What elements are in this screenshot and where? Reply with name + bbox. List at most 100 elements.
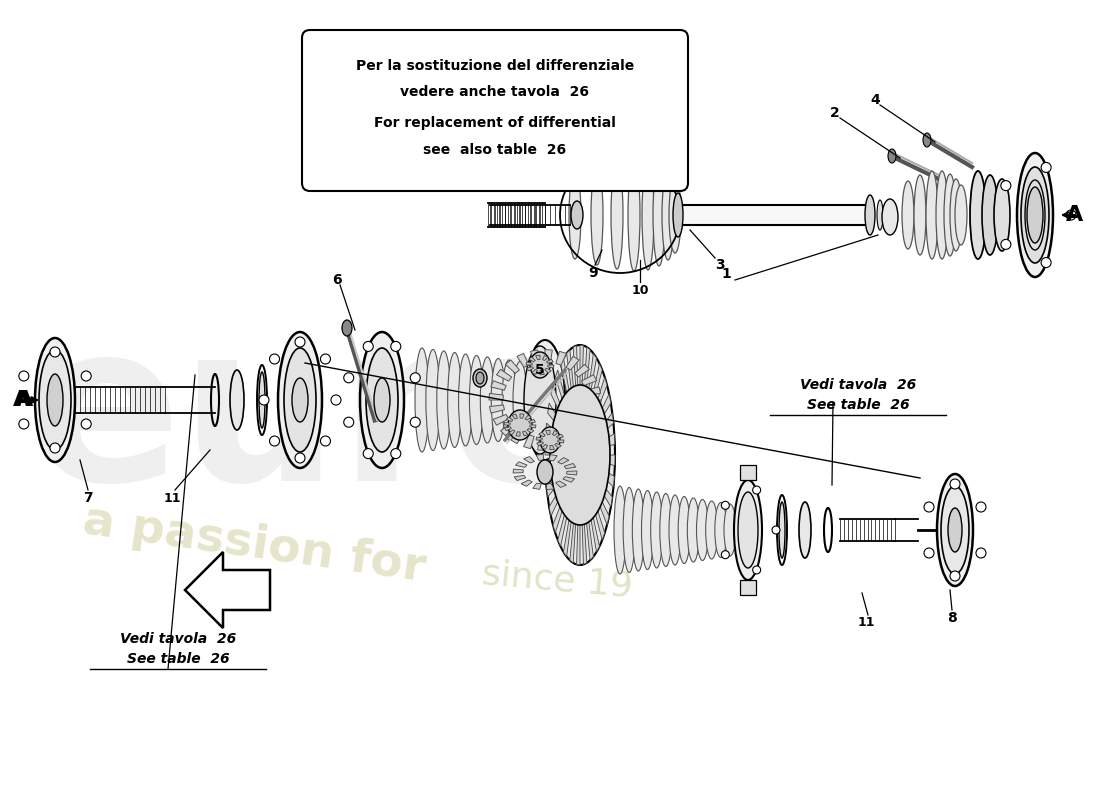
Ellipse shape <box>415 348 429 452</box>
Polygon shape <box>542 445 548 450</box>
Ellipse shape <box>660 494 672 566</box>
Ellipse shape <box>779 502 785 558</box>
Ellipse shape <box>550 385 610 525</box>
Polygon shape <box>585 387 601 395</box>
Ellipse shape <box>982 175 998 255</box>
Text: 4: 4 <box>870 93 880 107</box>
Ellipse shape <box>673 193 683 237</box>
Text: See table  26: See table 26 <box>126 652 229 666</box>
Polygon shape <box>566 356 579 370</box>
Polygon shape <box>530 425 536 428</box>
Ellipse shape <box>610 161 623 269</box>
Ellipse shape <box>669 177 681 253</box>
Polygon shape <box>544 368 551 373</box>
Ellipse shape <box>35 338 75 462</box>
Ellipse shape <box>706 501 717 559</box>
Polygon shape <box>546 430 550 434</box>
Ellipse shape <box>459 354 473 446</box>
Text: 5: 5 <box>535 363 544 377</box>
Ellipse shape <box>544 345 615 565</box>
Polygon shape <box>598 394 611 422</box>
Ellipse shape <box>940 486 969 574</box>
Bar <box>678 205 870 225</box>
Polygon shape <box>522 431 528 436</box>
Text: For replacement of differential: For replacement of differential <box>374 115 616 130</box>
Polygon shape <box>516 462 527 467</box>
Ellipse shape <box>937 474 974 586</box>
Polygon shape <box>547 484 554 490</box>
Text: 11: 11 <box>857 615 874 629</box>
Polygon shape <box>576 525 580 565</box>
Polygon shape <box>551 386 563 416</box>
Ellipse shape <box>1018 153 1053 277</box>
Polygon shape <box>556 351 566 365</box>
Polygon shape <box>548 365 554 368</box>
Ellipse shape <box>734 480 762 580</box>
Polygon shape <box>554 443 561 448</box>
Polygon shape <box>544 444 558 455</box>
Text: 10: 10 <box>631 283 649 297</box>
Polygon shape <box>558 509 568 546</box>
Ellipse shape <box>923 133 931 147</box>
Circle shape <box>950 571 960 581</box>
Polygon shape <box>536 355 540 360</box>
Polygon shape <box>561 433 573 446</box>
Bar <box>740 465 756 480</box>
Ellipse shape <box>877 200 883 230</box>
Circle shape <box>50 443 60 453</box>
Ellipse shape <box>902 181 914 249</box>
Ellipse shape <box>888 149 896 163</box>
Polygon shape <box>553 499 564 533</box>
Text: A: A <box>1066 205 1083 225</box>
Polygon shape <box>493 414 508 426</box>
Ellipse shape <box>994 179 1010 251</box>
Ellipse shape <box>696 499 708 561</box>
Circle shape <box>976 502 986 512</box>
Circle shape <box>363 449 373 458</box>
Circle shape <box>1041 162 1052 173</box>
Polygon shape <box>505 360 519 374</box>
Circle shape <box>343 417 354 427</box>
Ellipse shape <box>284 348 316 452</box>
Polygon shape <box>550 446 554 450</box>
Polygon shape <box>602 469 614 487</box>
Ellipse shape <box>342 320 352 336</box>
Ellipse shape <box>724 504 736 556</box>
Polygon shape <box>496 370 512 381</box>
Circle shape <box>81 371 91 381</box>
Polygon shape <box>547 359 553 363</box>
Polygon shape <box>549 488 561 516</box>
Circle shape <box>722 502 729 510</box>
Ellipse shape <box>537 460 553 484</box>
Ellipse shape <box>955 185 967 245</box>
Polygon shape <box>490 405 505 413</box>
Polygon shape <box>538 438 544 450</box>
Polygon shape <box>582 374 596 386</box>
Polygon shape <box>527 429 534 433</box>
Polygon shape <box>564 463 575 469</box>
Ellipse shape <box>624 487 635 573</box>
Circle shape <box>50 347 60 357</box>
Circle shape <box>270 354 279 364</box>
Polygon shape <box>185 552 270 628</box>
Polygon shape <box>602 455 615 466</box>
Polygon shape <box>563 517 572 557</box>
Polygon shape <box>521 480 532 486</box>
Ellipse shape <box>47 374 63 426</box>
Polygon shape <box>542 356 548 361</box>
Ellipse shape <box>1021 167 1049 263</box>
Ellipse shape <box>865 195 874 235</box>
Polygon shape <box>584 410 600 419</box>
Circle shape <box>924 548 934 558</box>
Ellipse shape <box>799 502 811 558</box>
Polygon shape <box>504 422 510 425</box>
Polygon shape <box>566 350 573 390</box>
Circle shape <box>390 449 400 458</box>
Circle shape <box>295 337 305 347</box>
Polygon shape <box>579 419 594 430</box>
Ellipse shape <box>948 508 962 552</box>
Circle shape <box>924 502 934 512</box>
Ellipse shape <box>470 355 483 445</box>
Polygon shape <box>600 482 613 507</box>
Ellipse shape <box>628 159 640 271</box>
